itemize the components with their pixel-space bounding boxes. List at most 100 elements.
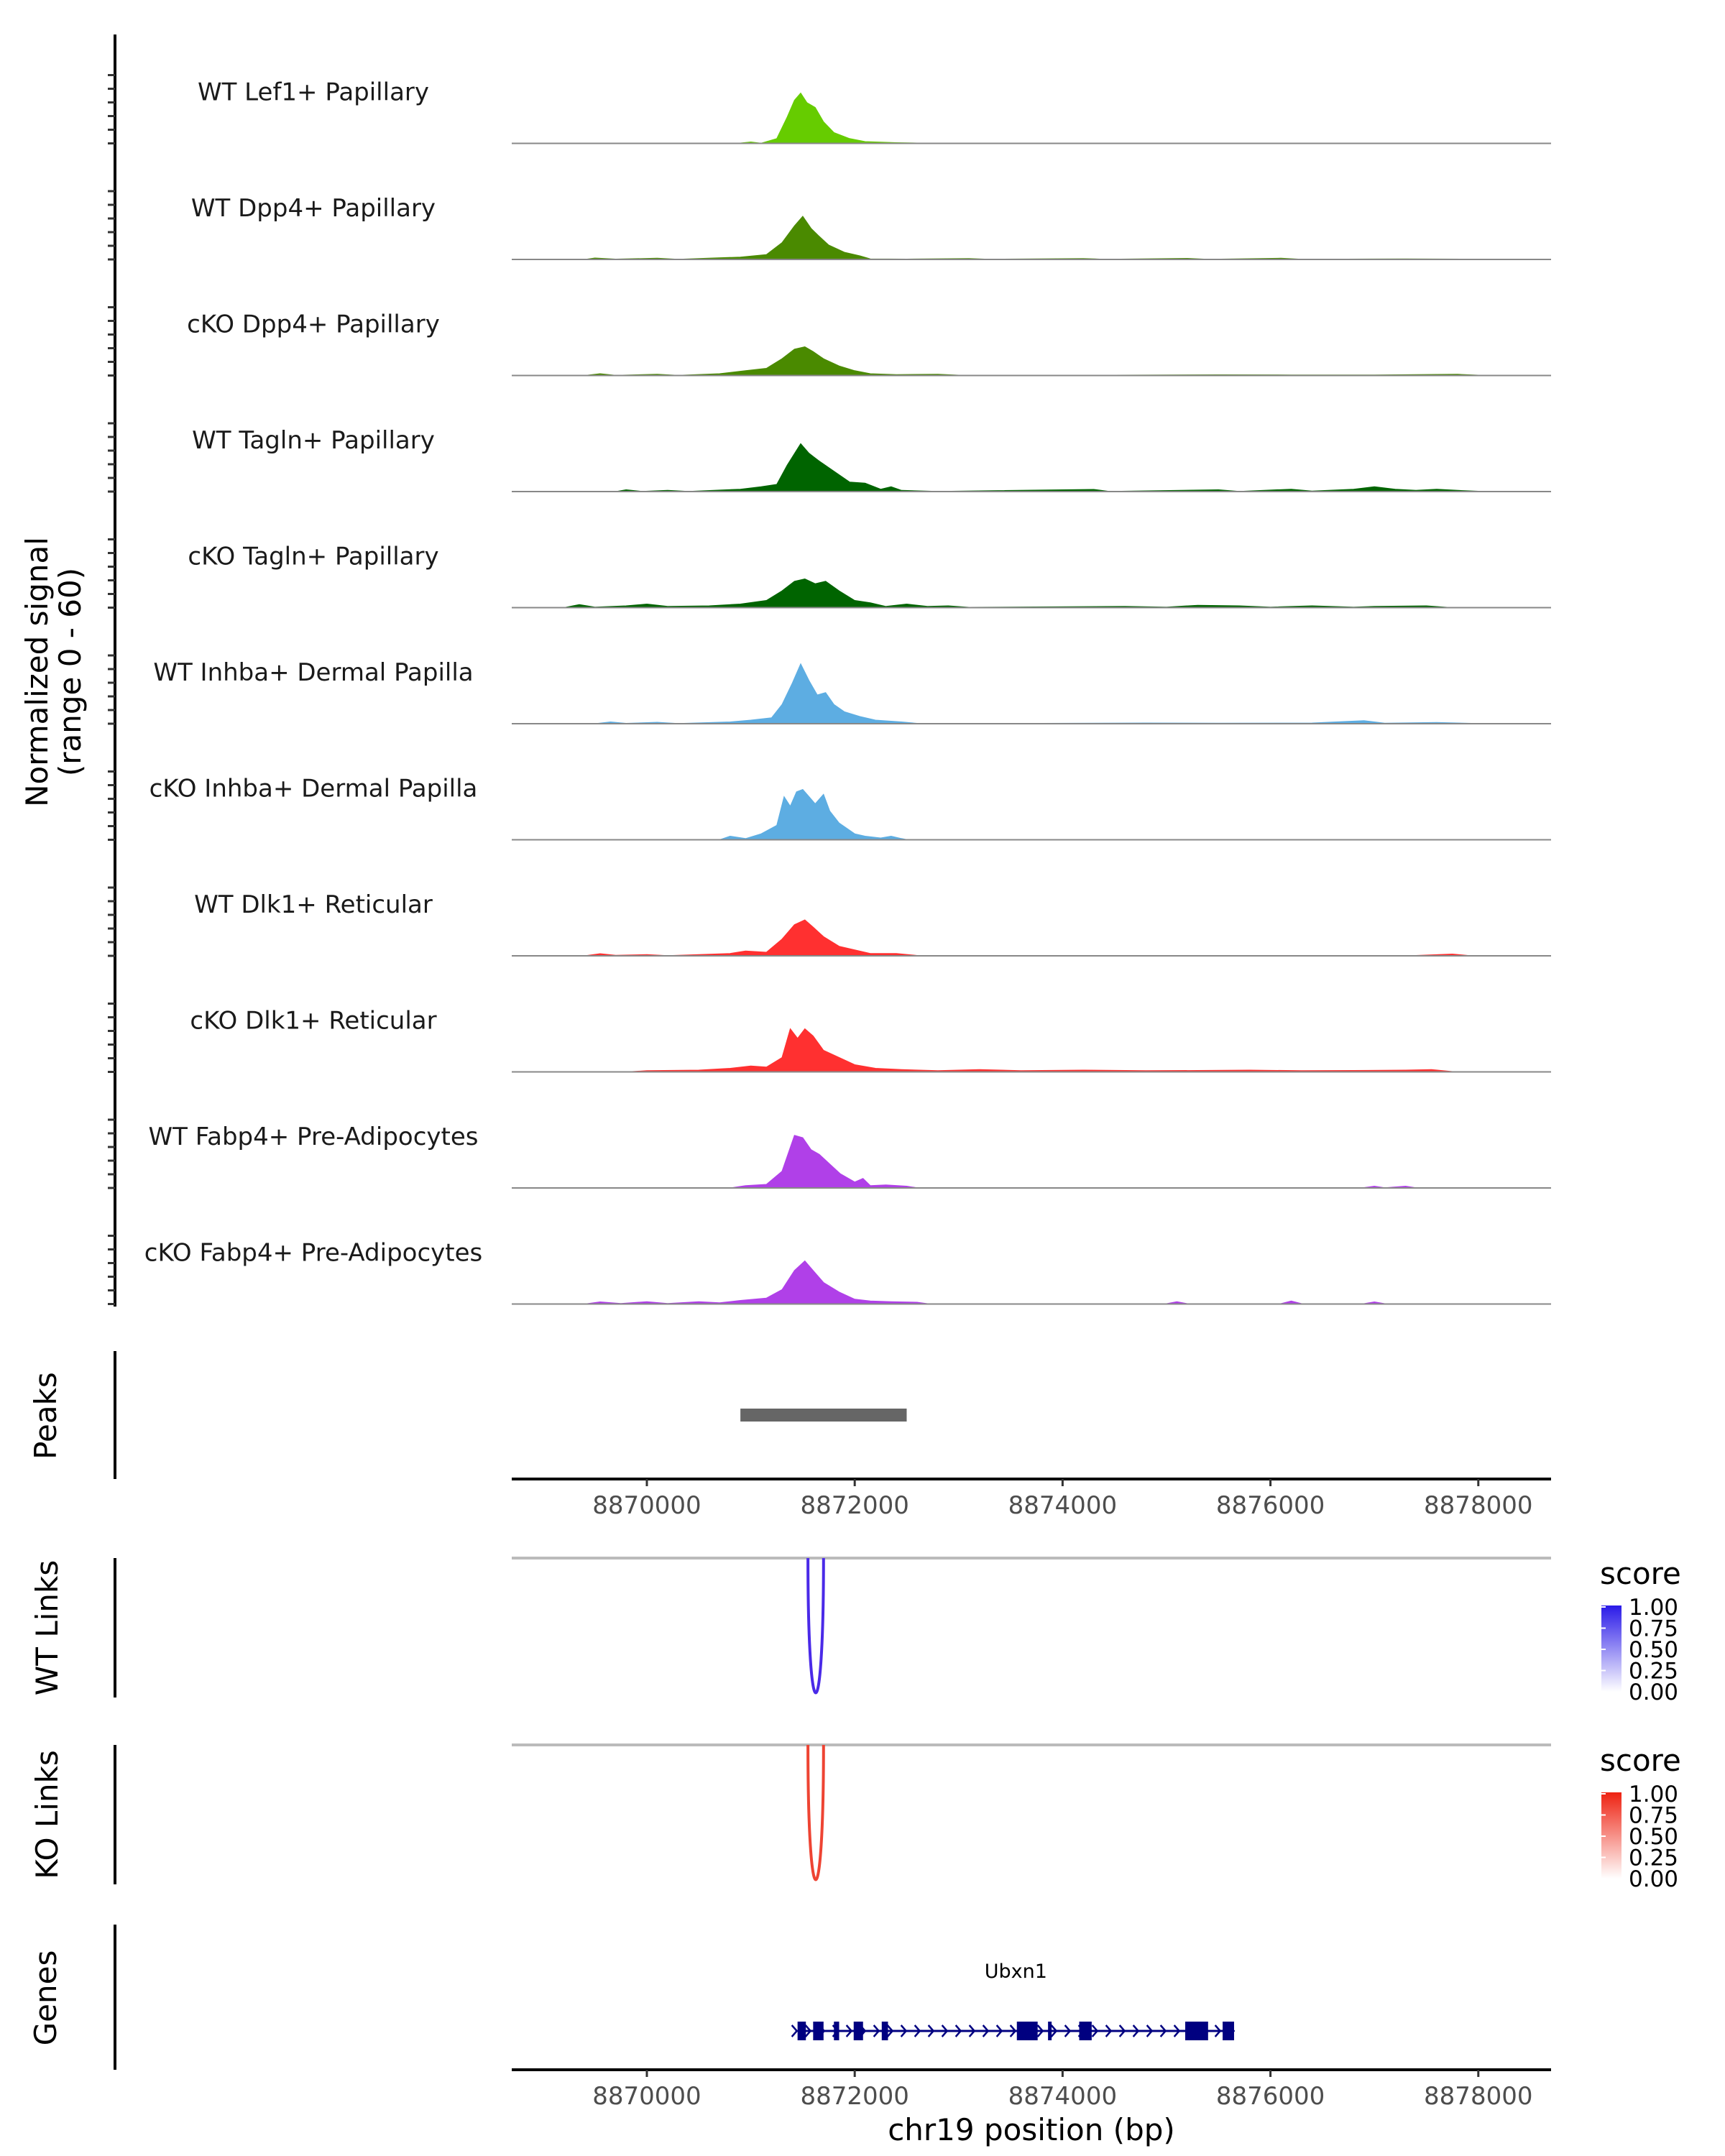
gene-exon	[1223, 2022, 1234, 2040]
x-tick-label: 8872000	[800, 1491, 908, 1520]
gene-strand-arrow	[1159, 2024, 1167, 2037]
x-tick-label: 8874000	[1008, 1491, 1117, 1520]
coverage-track-label: cKO Tagln+ Papillary	[188, 543, 438, 571]
coverage-track: cKO Inhba+ Dermal Papilla	[150, 775, 1552, 841]
genes-panel: Genes Ubxn1 8870000 8872000 8874000 8876000…	[28, 1925, 1551, 2147]
gene-strand-arrow	[1105, 2024, 1113, 2037]
gene-strand-arrow	[954, 2024, 962, 2037]
coverage-track-label: WT Tagln+ Papillary	[192, 426, 435, 455]
genes-drawing: Ubxn1	[791, 1961, 1236, 2040]
x-tick-label: 8878000	[1424, 2082, 1532, 2111]
gene-exon	[1185, 2022, 1208, 2040]
coverage-tracks: WT Lef1+ Papillary WT Dpp4+ Papillary cKO …	[144, 78, 1552, 1305]
coverage-track: WT Dlk1+ Reticular	[194, 890, 1552, 957]
gene-strand-arrow	[1118, 2024, 1126, 2037]
link-track-label: WT Links	[29, 1560, 65, 1695]
coverage-track: WT Tagln+ Papillary	[192, 426, 1552, 492]
gene-exon	[1079, 2022, 1092, 2040]
link-legend-tick-label: 0.75	[1629, 1803, 1678, 1829]
gene-strand-arrow	[791, 2024, 799, 2037]
gene-strand-arrow	[900, 2024, 908, 2037]
coverage-track-label: WT Dpp4+ Papillary	[191, 194, 436, 223]
link-legend-title: score	[1600, 1556, 1681, 1591]
link-legend-tick-label: 0.00	[1629, 1866, 1678, 1892]
coverage-track: WT Fabp4+ Pre-Adipocytes	[149, 1123, 1552, 1189]
gene-strand-arrow	[982, 2024, 990, 2037]
coverage-track-label: cKO Inhba+ Dermal Papilla	[150, 775, 478, 803]
gene-strand-arrow	[1132, 2024, 1140, 2037]
gene-strand-arrow	[1214, 2024, 1222, 2037]
x-tick-label: 8874000	[1008, 2082, 1117, 2111]
gene-strand-arrow	[1091, 2024, 1099, 2037]
gene-exon	[813, 2022, 824, 2040]
coverage-track: cKO Dpp4+ Papillary	[187, 310, 1552, 377]
gene-strand-arrow	[995, 2024, 1003, 2037]
coverage-track-label: cKO Dlk1+ Reticular	[190, 1007, 436, 1036]
gene-exon	[1048, 2022, 1052, 2040]
link-legend-tick-label: 0.50	[1629, 1637, 1678, 1663]
peaks-track-label: Peaks	[28, 1372, 63, 1460]
gene-model: Ubxn1	[791, 1961, 1236, 2040]
peaks-panel: Peaks 8870000 8872000 8874000 8876000 887800…	[28, 1351, 1551, 1520]
coverage-track-label: WT Inhba+ Dermal Papilla	[153, 658, 473, 687]
link-legend-tick-label: 0.25	[1629, 1846, 1678, 1871]
coverage-track: cKO Tagln+ Papillary	[188, 543, 1552, 609]
gene-strand-arrow	[1009, 2024, 1017, 2037]
genes-x-axis: 8870000 8872000 8874000 8876000 8878000	[592, 2070, 1532, 2111]
gene-strand-arrow	[886, 2024, 894, 2037]
x-tick-label: 8870000	[592, 1491, 701, 1520]
gene-exon	[853, 2022, 863, 2040]
gene-strand-arrow	[873, 2024, 880, 2037]
gene-exon	[834, 2022, 840, 2040]
x-tick-label: 8876000	[1216, 1491, 1325, 1520]
coverage-track: WT Dpp4+ Papillary	[191, 194, 1552, 260]
gene-strand-arrow	[941, 2024, 949, 2037]
gene-strand-arrow	[804, 2024, 812, 2037]
gene-strand-arrow	[845, 2024, 853, 2037]
x-tick-label: 8876000	[1216, 2082, 1325, 2111]
link-legend-tick-label: 0.00	[1629, 1680, 1678, 1705]
coverage-area	[512, 1028, 1552, 1072]
coverage-track-label: cKO Dpp4+ Papillary	[187, 310, 440, 339]
coverage-track: cKO Dlk1+ Reticular	[190, 1007, 1552, 1073]
gene-strand-arrow	[968, 2024, 976, 2037]
coverage-area	[512, 578, 1552, 608]
gene-strand-arrow	[1173, 2024, 1181, 2037]
gene-exon	[881, 2022, 888, 2040]
coverage-ylabel-line1: Normalized signal	[19, 537, 55, 807]
gene-strand-arrow	[1050, 2024, 1058, 2037]
coverage-y-ticks	[108, 74, 115, 1305]
link-legend-tick-label: 0.75	[1629, 1616, 1678, 1642]
link-legend-title: score	[1600, 1743, 1681, 1778]
link-legend-tick-label: 1.00	[1629, 1595, 1678, 1621]
gene-strand-arrow	[1146, 2024, 1154, 2037]
peaks-x-axis: 8870000 8872000 8874000 8876000 8878000	[592, 1479, 1532, 1520]
link-track: WT Links score 1.000.750.500.250.00	[29, 1556, 1681, 1705]
coverage-track: cKO Fabp4+ Pre-Adipocytes	[144, 1239, 1552, 1305]
x-tick-label: 8872000	[800, 2082, 908, 2111]
link-track-label: KO Links	[29, 1750, 65, 1879]
coverage-track-label: WT Lef1+ Papillary	[198, 78, 429, 107]
peak-bar	[740, 1409, 907, 1422]
gene-strand-arrow	[1036, 2024, 1044, 2037]
gene-strand-arrow	[1064, 2024, 1072, 2037]
link-legend-tick-label: 1.00	[1629, 1782, 1678, 1807]
peaks-bars	[740, 1409, 907, 1422]
coverage-track-label: WT Fabp4+ Pre-Adipocytes	[149, 1123, 479, 1151]
link-arc	[806, 1744, 825, 1881]
link-track: KO Links score 1.000.750.500.250.00	[29, 1743, 1681, 1892]
coverage-area	[512, 443, 1552, 492]
gene-strand-arrow	[927, 2024, 935, 2037]
coverage-ylabel-line2: (range 0 - 60)	[52, 568, 88, 776]
gene-name-label: Ubxn1	[985, 1961, 1047, 1983]
x-axis-title: chr19 position (bp)	[888, 2112, 1175, 2147]
link-legend-tick-label: 0.50	[1629, 1824, 1678, 1850]
coverage-track-label: WT Dlk1+ Reticular	[194, 890, 433, 919]
x-tick-label: 8878000	[1424, 1491, 1532, 1520]
gene-strand-arrow	[914, 2024, 921, 2037]
genes-track-label: Genes	[28, 1950, 63, 2046]
coverage-track-label: cKO Fabp4+ Pre-Adipocytes	[144, 1239, 483, 1268]
coverage-track: WT Inhba+ Dermal Papilla	[153, 658, 1552, 724]
